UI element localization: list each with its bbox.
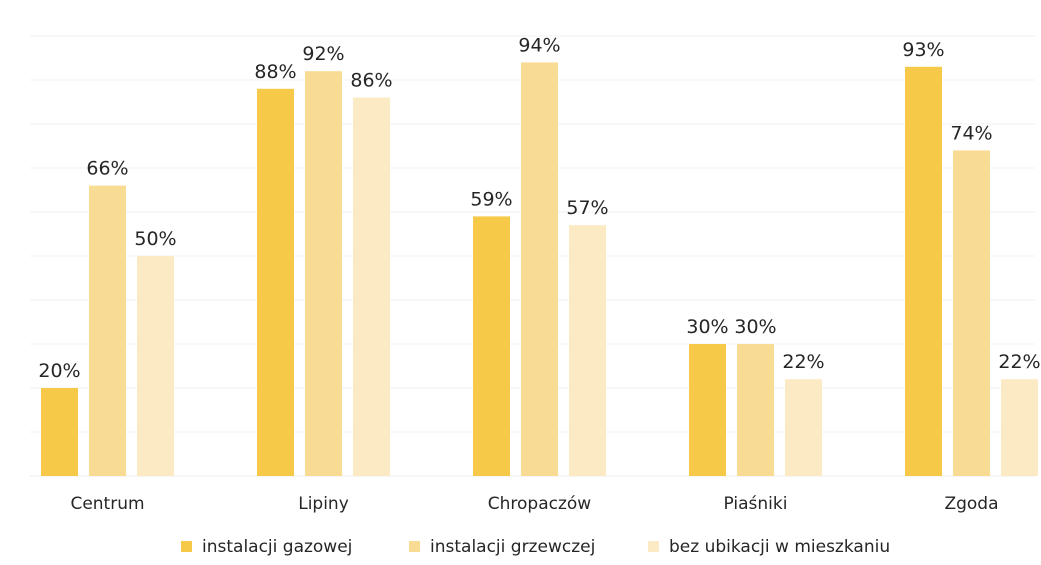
bar-centrum-series-1 [41,388,78,476]
bar-zgoda-series-2 [953,150,990,476]
bar-chropaczów-series-2 [521,62,558,477]
bar-lipiny-series-2 [305,71,342,476]
legend-swatch [648,541,659,552]
data-label: 92% [302,43,344,65]
data-label: 20% [38,360,80,382]
legend-entry: instalacji grzewczej [430,537,595,557]
bar-piaśniki-series-2 [737,344,774,476]
bars [41,62,1038,477]
bar-lipiny-series-1 [257,88,294,477]
bar-centrum-series-3 [137,256,174,476]
data-label: 74% [950,122,992,144]
category-label: Lipiny [298,494,349,514]
data-label: 57% [566,197,608,219]
bar-zgoda-series-1 [905,66,942,477]
bar-piaśniki-series-1 [689,344,726,476]
category-label: Centrum [70,494,144,514]
bar-zgoda-series-3 [1001,379,1038,476]
data-label: 22% [782,351,824,373]
value-labels: 20% 66% 50% 88% 92% 86% 59% 94% 57% 30% 30% 22% 93% 7… [38,34,1040,382]
bar-chropaczów-series-1 [473,216,510,476]
data-label: 30% [734,316,776,338]
legend-entry: instalacji gazowej [202,537,352,557]
legend-swatch [409,541,420,552]
data-label: 59% [470,188,512,210]
bar-centrum-series-2 [89,185,126,476]
data-label: 94% [518,34,560,56]
bar-piaśniki-series-3 [785,379,822,476]
legend-entry: bez ubikacji w mieszkaniu [669,537,890,557]
data-label: 86% [350,70,392,92]
data-label: 66% [86,158,128,180]
category-label: Chropaczów [488,494,592,514]
data-label: 50% [134,228,176,250]
data-label: 22% [998,351,1040,373]
legend: instalacji gazowej instalacji grzewczej be… [181,537,890,557]
category-label: Zgoda [944,494,998,514]
data-label: 93% [902,39,944,61]
legend-swatch [181,541,192,552]
bar-lipiny-series-3 [353,97,390,476]
data-label: 30% [686,316,728,338]
data-label: 88% [254,61,296,83]
category-axis-labels: Centrum Lipiny Chropaczów Piaśniki Zgoda [70,494,998,514]
category-label: Piaśniki [724,494,788,514]
bar-chropaczów-series-3 [569,225,606,476]
